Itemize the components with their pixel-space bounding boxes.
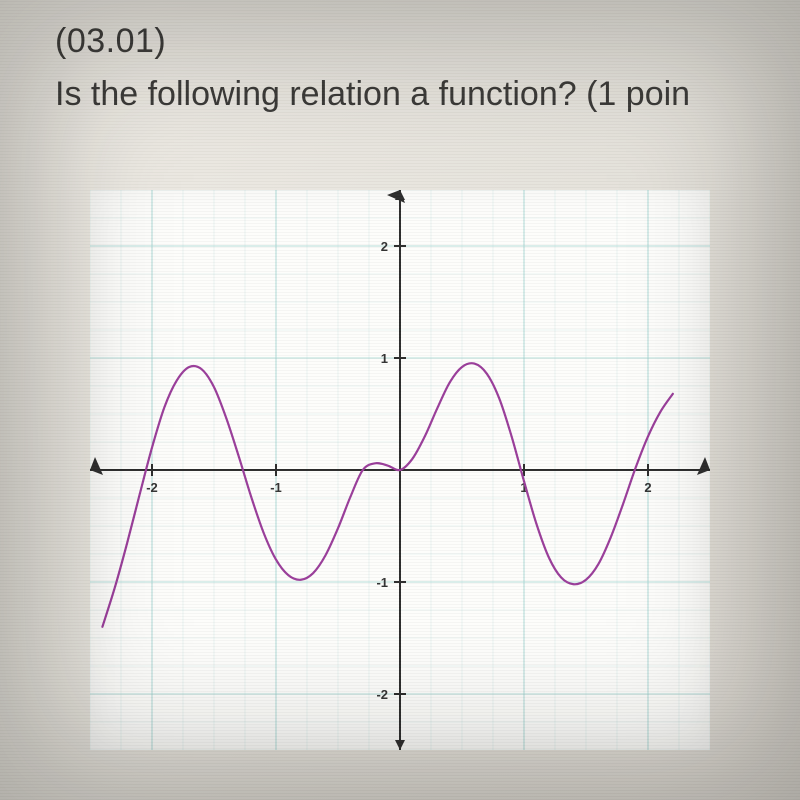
screenshot-container: (03.01) Is the following relation a func… (0, 0, 800, 800)
svg-text:-1: -1 (270, 480, 282, 495)
svg-text:2: 2 (644, 480, 651, 495)
svg-text:-2: -2 (376, 687, 388, 702)
question-number: (03.01) (55, 22, 690, 61)
svg-text:-2: -2 (146, 480, 158, 495)
question-header: (03.01) Is the following relation a func… (55, 22, 690, 114)
chart-area: -2-112-2-112 (90, 190, 710, 750)
svg-text:1: 1 (381, 351, 388, 366)
svg-text:2: 2 (381, 239, 388, 254)
question-text: Is the following relation a function? (1… (55, 75, 690, 114)
svg-text:-1: -1 (376, 575, 388, 590)
function-graph: -2-112-2-112 (90, 190, 710, 750)
